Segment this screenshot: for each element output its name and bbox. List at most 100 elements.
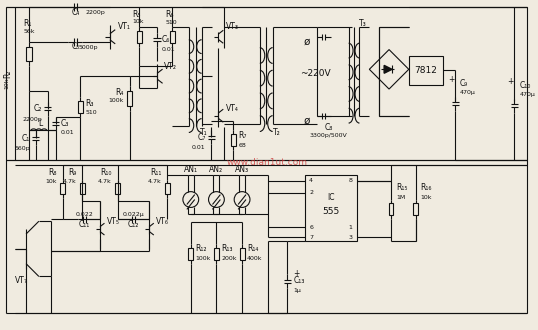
Text: VT₂: VT₂ <box>164 62 177 71</box>
Text: 10k: 10k <box>132 19 144 24</box>
Bar <box>165 183 169 194</box>
Text: 6: 6 <box>309 225 313 230</box>
Text: 7: 7 <box>309 235 313 240</box>
Text: 0.01: 0.01 <box>192 145 206 150</box>
Bar <box>60 183 65 194</box>
Text: 400k: 400k <box>247 256 263 261</box>
Text: 4.7k: 4.7k <box>62 179 76 184</box>
Text: ø: ø <box>304 115 310 126</box>
Text: VT₁: VT₁ <box>118 22 131 31</box>
Text: C₁₂: C₁₂ <box>128 220 139 229</box>
Bar <box>231 134 236 146</box>
Text: 555: 555 <box>322 207 339 216</box>
Text: 100k: 100k <box>196 256 211 261</box>
Text: R₄: R₄ <box>115 88 124 97</box>
Bar <box>80 183 85 194</box>
Text: VT₅: VT₅ <box>107 217 120 226</box>
Text: VT₆: VT₆ <box>156 217 169 226</box>
Text: 1μ: 1μ <box>293 288 301 293</box>
Text: C₇: C₇ <box>197 133 206 142</box>
Text: 3300p/500V: 3300p/500V <box>310 133 348 138</box>
Bar <box>115 183 121 194</box>
Text: VT₄: VT₄ <box>226 104 239 113</box>
Text: 1M: 1M <box>396 195 405 200</box>
Text: 510: 510 <box>85 110 97 115</box>
Text: 10k: 10k <box>45 179 56 184</box>
Text: 10k: 10k <box>5 77 10 89</box>
Bar <box>78 101 83 113</box>
Text: 0.01: 0.01 <box>61 130 74 135</box>
Text: +: + <box>507 77 514 86</box>
Text: 4.7k: 4.7k <box>98 179 112 184</box>
Text: 200k: 200k <box>221 256 237 261</box>
Bar <box>305 175 357 241</box>
Text: 10k: 10k <box>421 195 432 200</box>
Text: R₁₄: R₁₄ <box>247 244 258 253</box>
Text: AN₃: AN₃ <box>235 165 249 175</box>
Text: L: L <box>39 119 43 128</box>
Bar <box>413 204 418 215</box>
Polygon shape <box>384 65 392 73</box>
Text: 4.7k: 4.7k <box>147 179 161 184</box>
Text: R₁₀: R₁₀ <box>101 168 112 178</box>
Text: R₃: R₃ <box>85 99 94 108</box>
Text: AN₁: AN₁ <box>184 165 198 175</box>
Text: R₁₅: R₁₅ <box>396 183 407 192</box>
Text: AN₂: AN₂ <box>209 165 223 175</box>
Text: C₉: C₉ <box>460 79 469 88</box>
Text: C₄: C₄ <box>71 8 80 16</box>
Text: C₁: C₁ <box>22 134 30 143</box>
Bar <box>127 91 132 106</box>
Text: C₁₁: C₁₁ <box>79 220 90 229</box>
Text: +: + <box>448 75 455 84</box>
Text: 0.022: 0.022 <box>75 212 93 217</box>
Text: T₂: T₂ <box>273 128 280 137</box>
Text: 100k: 100k <box>108 98 124 103</box>
Text: C₁₃: C₁₃ <box>293 276 305 285</box>
Text: C₁₀: C₁₀ <box>519 81 530 90</box>
Text: 68: 68 <box>238 143 246 148</box>
Text: 2200p: 2200p <box>85 10 105 15</box>
Text: R₆: R₆ <box>165 10 174 18</box>
Text: C₅: C₅ <box>71 42 80 51</box>
Text: 470μ: 470μ <box>460 90 476 95</box>
Text: VT₇: VT₇ <box>15 276 27 285</box>
Text: R₁₆: R₁₆ <box>421 183 432 192</box>
Text: R₉: R₉ <box>68 168 76 178</box>
Text: R₅: R₅ <box>132 10 141 18</box>
Text: R₁₁: R₁₁ <box>150 168 161 178</box>
Bar <box>388 204 393 215</box>
Text: C₂: C₂ <box>33 104 42 113</box>
Bar <box>409 55 443 85</box>
Text: T₁: T₁ <box>200 128 208 137</box>
Text: 8: 8 <box>349 178 352 183</box>
Bar <box>188 248 193 260</box>
Text: 4: 4 <box>309 178 313 183</box>
Text: VT₃: VT₃ <box>226 22 239 31</box>
Text: 510: 510 <box>165 20 177 25</box>
Text: R₂: R₂ <box>3 69 12 78</box>
Text: ~220V: ~220V <box>300 69 330 78</box>
Text: R₁₂: R₁₂ <box>196 244 207 253</box>
Text: R₁: R₁ <box>23 19 31 28</box>
Text: R₈: R₈ <box>48 168 56 178</box>
Text: ø: ø <box>304 37 310 47</box>
Text: 560p: 560p <box>15 146 30 151</box>
Text: 0.01: 0.01 <box>161 47 175 52</box>
Text: +: + <box>293 269 300 278</box>
Text: R₇: R₇ <box>238 131 246 140</box>
Text: C₆: C₆ <box>161 35 169 44</box>
Text: R₁₃: R₁₃ <box>221 244 233 253</box>
Bar <box>239 248 245 260</box>
Text: 1: 1 <box>349 225 352 230</box>
Bar <box>137 31 142 43</box>
Text: 7812: 7812 <box>414 66 437 75</box>
Text: 56k: 56k <box>23 29 34 34</box>
Bar <box>26 47 32 61</box>
Text: IC: IC <box>327 193 335 203</box>
Text: 0.022μ: 0.022μ <box>123 212 144 217</box>
Text: 2200p: 2200p <box>22 117 42 122</box>
Text: T₃: T₃ <box>359 19 367 28</box>
Text: C₃: C₃ <box>61 119 69 128</box>
Text: www.dian1ut.com: www.dian1ut.com <box>226 157 307 167</box>
